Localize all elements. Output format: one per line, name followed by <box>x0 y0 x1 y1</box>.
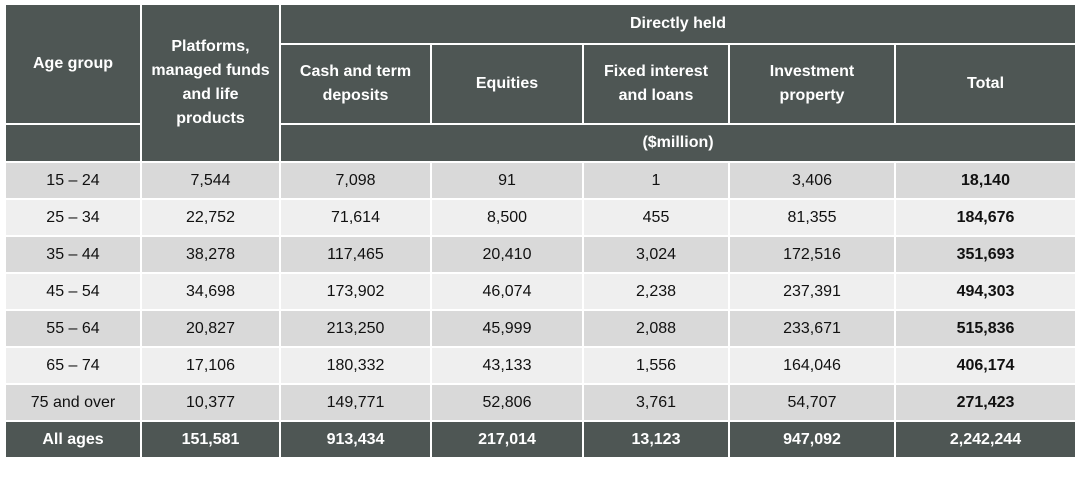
header-total: Total <box>893 43 1078 125</box>
cell-cash: 71,614 <box>279 198 432 237</box>
cell-platforms: 17,106 <box>140 346 281 385</box>
header-age-blank <box>4 123 142 163</box>
table-row: 75 and over 10,377 149,771 52,806 3,761 … <box>4 383 1078 422</box>
cell-age: 25 – 34 <box>4 198 142 237</box>
cell-equities: 45,999 <box>430 309 584 348</box>
header-equities: Equities <box>430 43 584 125</box>
cell-age: 45 – 54 <box>4 272 142 311</box>
header-unit: ($million) <box>278 123 1078 163</box>
cell-total: 494,303 <box>893 272 1078 311</box>
cell-cash: 180,332 <box>279 346 432 385</box>
table-footer: All ages 151,581 913,434 217,014 13,123 … <box>4 420 1078 459</box>
cell-equities: 46,074 <box>430 272 584 311</box>
header-age-group: Age group <box>4 3 142 125</box>
cell-investment-property: 947,092 <box>728 420 896 459</box>
cell-age: 35 – 44 <box>4 235 142 274</box>
table-row: 65 – 74 17,106 180,332 43,133 1,556 164,… <box>4 346 1078 385</box>
cell-platforms: 34,698 <box>140 272 281 311</box>
cell-fixed-interest: 1 <box>582 161 730 200</box>
header-directly-held: Directly held <box>278 3 1078 45</box>
cell-total: 184,676 <box>893 198 1078 237</box>
cell-total: 2,242,244 <box>893 420 1078 459</box>
cell-equities: 52,806 <box>430 383 584 422</box>
cell-platforms: 38,278 <box>140 235 281 274</box>
header-fixed-interest: Fixed interest and loans <box>582 43 730 125</box>
cell-total: 406,174 <box>893 346 1078 385</box>
cell-total: 515,836 <box>893 309 1078 348</box>
cell-investment-property: 237,391 <box>728 272 896 311</box>
cell-platforms: 22,752 <box>140 198 281 237</box>
cell-age: 75 and over <box>4 383 142 422</box>
cell-total: 271,423 <box>893 383 1078 422</box>
cell-fixed-interest: 13,123 <box>582 420 730 459</box>
table-row: 25 – 34 22,752 71,614 8,500 455 81,355 1… <box>4 198 1078 237</box>
header-platforms: Platforms, managed funds and life produc… <box>140 3 281 163</box>
cell-investment-property: 81,355 <box>728 198 896 237</box>
cell-platforms: 7,544 <box>140 161 281 200</box>
wealth-by-age-table: Age group Platforms, managed funds and l… <box>4 3 1078 459</box>
table-body: 15 – 24 7,544 7,098 91 1 3,406 18,140 25… <box>4 161 1078 422</box>
cell-fixed-interest: 2,238 <box>582 272 730 311</box>
cell-cash: 117,465 <box>279 235 432 274</box>
cell-investment-property: 3,406 <box>728 161 896 200</box>
cell-platforms: 151,581 <box>140 420 281 459</box>
cell-age: 55 – 64 <box>4 309 142 348</box>
cell-fixed-interest: 3,024 <box>582 235 730 274</box>
cell-fixed-interest: 3,761 <box>582 383 730 422</box>
table-row: 55 – 64 20,827 213,250 45,999 2,088 233,… <box>4 309 1078 348</box>
cell-cash: 149,771 <box>279 383 432 422</box>
cell-equities: 91 <box>430 161 584 200</box>
cell-equities: 8,500 <box>430 198 584 237</box>
cell-total: 18,140 <box>893 161 1078 200</box>
table-row: 45 – 54 34,698 173,902 46,074 2,238 237,… <box>4 272 1078 311</box>
cell-age: 65 – 74 <box>4 346 142 385</box>
cell-fixed-interest: 2,088 <box>582 309 730 348</box>
cell-equities: 43,133 <box>430 346 584 385</box>
cell-fixed-interest: 1,556 <box>582 346 730 385</box>
cell-equities: 217,014 <box>430 420 584 459</box>
cell-age: All ages <box>4 420 142 459</box>
table-container: Age group Platforms, managed funds and l… <box>4 3 1078 459</box>
table-header: Age group Platforms, managed funds and l… <box>4 3 1078 163</box>
table-row: 35 – 44 38,278 117,465 20,410 3,024 172,… <box>4 235 1078 274</box>
cell-investment-property: 233,671 <box>728 309 896 348</box>
cell-platforms: 10,377 <box>140 383 281 422</box>
cell-cash: 913,434 <box>279 420 432 459</box>
cell-total: 351,693 <box>893 235 1078 274</box>
cell-investment-property: 172,516 <box>728 235 896 274</box>
cell-fixed-interest: 455 <box>582 198 730 237</box>
totals-row: All ages 151,581 913,434 217,014 13,123 … <box>4 420 1078 459</box>
cell-investment-property: 164,046 <box>728 346 896 385</box>
table-row: 15 – 24 7,544 7,098 91 1 3,406 18,140 <box>4 161 1078 200</box>
cell-age: 15 – 24 <box>4 161 142 200</box>
cell-cash: 213,250 <box>279 309 432 348</box>
header-investment-property: Investment property <box>728 43 896 125</box>
cell-cash: 173,902 <box>279 272 432 311</box>
cell-investment-property: 54,707 <box>728 383 896 422</box>
cell-equities: 20,410 <box>430 235 584 274</box>
cell-cash: 7,098 <box>279 161 432 200</box>
cell-platforms: 20,827 <box>140 309 281 348</box>
header-cash: Cash and term deposits <box>279 43 432 125</box>
